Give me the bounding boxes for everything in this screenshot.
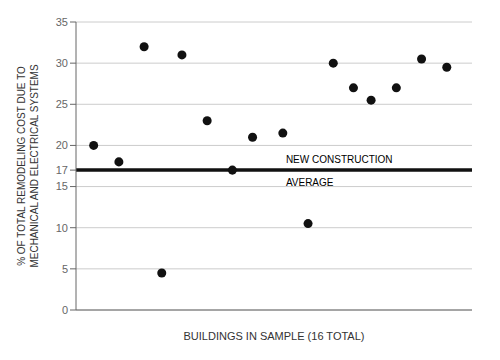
svg-text:MECHANICAL AND ELECTRICAL SYST: MECHANICAL AND ELECTRICAL SYSTEMS bbox=[29, 64, 40, 268]
svg-text:NEW CONSTRUCTION: NEW CONSTRUCTION bbox=[286, 154, 393, 165]
svg-text:17: 17 bbox=[56, 164, 68, 176]
svg-text:10: 10 bbox=[56, 222, 68, 234]
svg-text:% OF TOTAL REMODELING COST DUE: % OF TOTAL REMODELING COST DUE TO bbox=[16, 66, 27, 266]
svg-text:25: 25 bbox=[56, 98, 68, 110]
svg-text:BUILDINGS IN SAMPLE (16 TOTAL): BUILDINGS IN SAMPLE (16 TOTAL) bbox=[184, 330, 365, 342]
svg-text:30: 30 bbox=[56, 57, 68, 69]
svg-text:0: 0 bbox=[62, 304, 68, 316]
svg-text:35: 35 bbox=[56, 16, 68, 28]
svg-text:AVERAGE: AVERAGE bbox=[286, 177, 334, 188]
svg-text:20: 20 bbox=[56, 139, 68, 151]
svg-text:5: 5 bbox=[62, 263, 68, 275]
svg-text:15: 15 bbox=[56, 180, 68, 192]
